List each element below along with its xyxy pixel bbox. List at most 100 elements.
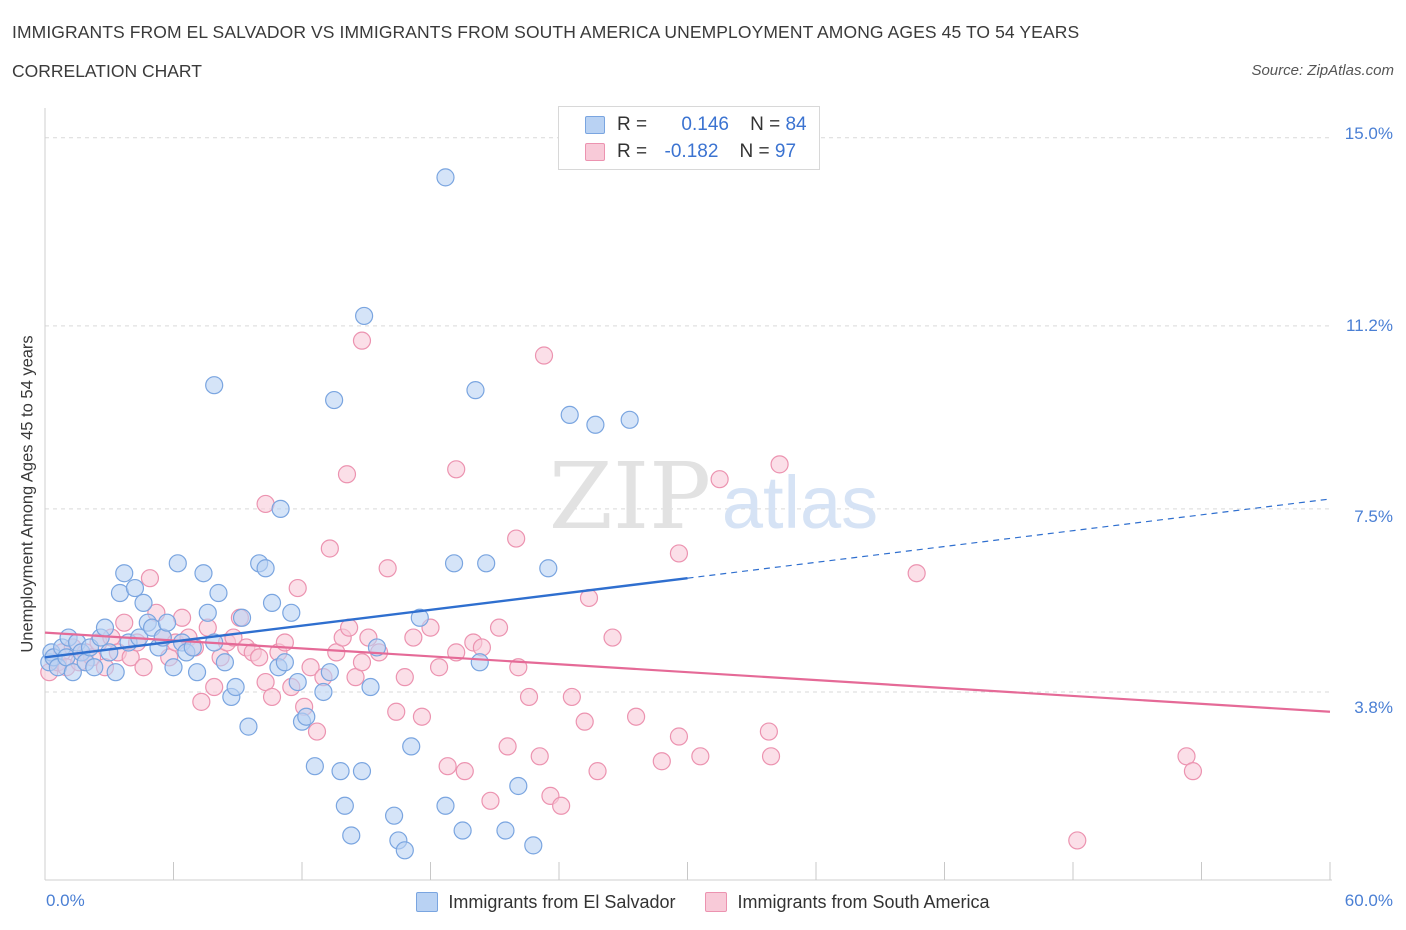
south-america-point (429, 658, 449, 677)
el-salvador-point (524, 836, 543, 855)
south-america-point (404, 628, 423, 647)
south-america-point (115, 613, 134, 632)
legend-swatch-pink (585, 143, 605, 161)
south-america-point (498, 737, 517, 756)
el-salvador-point (320, 663, 339, 682)
el-salvador-point (444, 554, 464, 573)
legend-swatch-pink (705, 892, 728, 912)
el-salvador-point (466, 381, 485, 400)
legend-swatch-blue (416, 892, 439, 912)
grid-lines (45, 137, 1330, 693)
x-tick-label: 60.0% (1344, 891, 1393, 910)
el-salvador-point (256, 559, 275, 578)
x-tick-label: 0.0% (46, 891, 85, 910)
south-america-point (626, 707, 646, 726)
south-america-point (262, 687, 282, 707)
el-salvador-point (164, 658, 183, 677)
el-salvador-point (355, 306, 374, 326)
south-america-point (530, 747, 549, 766)
el-salvador-point (232, 608, 252, 627)
legend-row-south-america: R = -0.182 N = 97 (585, 140, 796, 164)
south-america-point (562, 687, 581, 707)
el-salvador-point (209, 583, 228, 603)
trend-line-south-america (44, 631, 1331, 713)
south-america-point (288, 578, 307, 598)
south-america-point (907, 564, 926, 583)
el-salvador-point (331, 762, 350, 781)
watermark: ZIP atlas (549, 443, 878, 550)
el-salvador-point (239, 717, 258, 736)
south-america-point (447, 460, 466, 479)
axes (44, 108, 1332, 881)
el-salvador-point (335, 796, 354, 815)
south-america-point (387, 702, 406, 721)
south-america-point (352, 653, 372, 672)
el-salvador-point (125, 578, 145, 598)
south-america-point (395, 668, 414, 687)
el-salvador-point (226, 677, 245, 697)
south-america-point (489, 618, 509, 637)
el-salvador-point (168, 554, 187, 573)
south-america-point (320, 539, 339, 558)
el-salvador-point (198, 603, 217, 622)
legend-r-label: R = (617, 141, 648, 162)
el-salvador-point (509, 776, 528, 796)
south-america-point (507, 529, 526, 548)
chart-subtitle: CORRELATION CHART (12, 61, 202, 81)
el-salvador-point (95, 618, 115, 637)
south-america-point (140, 569, 160, 588)
chart-title: IMMIGRANTS FROM EL SALVADOR VS IMMIGRANT… (12, 22, 1080, 42)
south-america-point (669, 544, 689, 563)
el-salvador-point (342, 826, 361, 845)
trend-lines (44, 498, 1331, 713)
el-salvador-point (194, 564, 213, 583)
legend-r-value: -0.182 (664, 141, 719, 162)
el-salvador-point (100, 643, 119, 662)
south-america-point (134, 658, 153, 677)
el-salvador-point (115, 564, 134, 583)
south-america-point (455, 762, 474, 781)
el-salvador-point (436, 796, 455, 815)
south-america-point (472, 638, 491, 657)
el-salvador-point (314, 682, 333, 702)
legend-r-value: 0.146 (681, 114, 729, 135)
south-america-point (519, 687, 539, 707)
y-tick-label: 11.2% (1346, 316, 1393, 335)
legend-n-label: N = (750, 114, 781, 135)
south-america-point (337, 465, 357, 484)
south-america-point (205, 677, 224, 697)
legend-r-label: R = (617, 114, 648, 135)
el-salvador-point (410, 608, 429, 627)
legend-series-name: Immigrants from South America (737, 891, 990, 912)
south-america-point (352, 331, 372, 350)
south-america-point (1183, 762, 1203, 781)
el-salvador-point (325, 390, 344, 410)
south-america-point (534, 346, 554, 365)
south-america-point (691, 747, 710, 766)
correlation-legend: R = 0.146 N = 84 R = -0.182 N = 97 (558, 106, 820, 170)
south-america-point (575, 712, 594, 731)
el-salvador-point (297, 707, 316, 726)
el-salvador-point (361, 677, 380, 697)
el-salvador-point (275, 653, 294, 672)
trend-line-el-salvador-projection (687, 498, 1331, 579)
el-salvador-point (63, 663, 82, 682)
series-legend: Immigrants from El Salvador Immigrants f… (0, 889, 1406, 915)
legend-series-name: Immigrants from El Salvador (448, 891, 676, 912)
el-salvador-point (262, 593, 282, 613)
legend-item-south-america: Immigrants from South America (705, 891, 990, 913)
el-salvador-point (477, 554, 496, 573)
y-tick-label: 15.0% (1344, 124, 1393, 143)
watermark-atlas: atlas (722, 461, 878, 544)
south-america-point (438, 757, 457, 776)
south-america-point (652, 752, 671, 771)
el-salvador-point (436, 168, 455, 187)
south-america-point (250, 648, 269, 667)
watermark-zip: ZIP (549, 443, 711, 550)
south-america-point (307, 722, 327, 741)
el-salvador-point (282, 603, 301, 622)
y-axis-label: Unemployment Among Ages 45 to 54 years (18, 335, 37, 653)
south-america-point (669, 727, 689, 746)
legend-n-value: 84 (785, 114, 807, 135)
